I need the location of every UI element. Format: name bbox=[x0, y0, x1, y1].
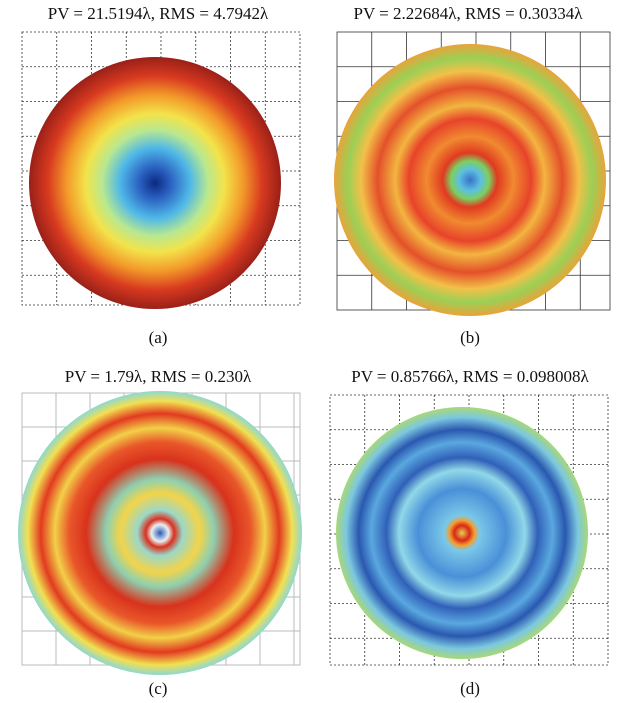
figure: PV = 21.5194λ, RMS = 4.7942λ PV = 2.2268… bbox=[0, 0, 621, 703]
panel-caption: (d) bbox=[460, 679, 480, 698]
panel-title: PV = 2.22684λ, RMS = 0.30334λ bbox=[354, 4, 584, 23]
panel-title: PV = 21.5194λ, RMS = 4.7942λ bbox=[48, 4, 269, 23]
wavefront-map bbox=[336, 407, 588, 659]
panel-caption: (c) bbox=[149, 679, 168, 698]
wavefront-map bbox=[334, 44, 606, 316]
panel-caption: (b) bbox=[460, 328, 480, 347]
panel-title: PV = 0.85766λ, RMS = 0.098008λ bbox=[351, 367, 589, 386]
panel-caption: (a) bbox=[149, 328, 168, 347]
wavefront-map bbox=[29, 57, 281, 309]
wavefront-map bbox=[18, 391, 302, 675]
panel-title: PV = 1.79λ, RMS = 0.230λ bbox=[65, 367, 252, 386]
